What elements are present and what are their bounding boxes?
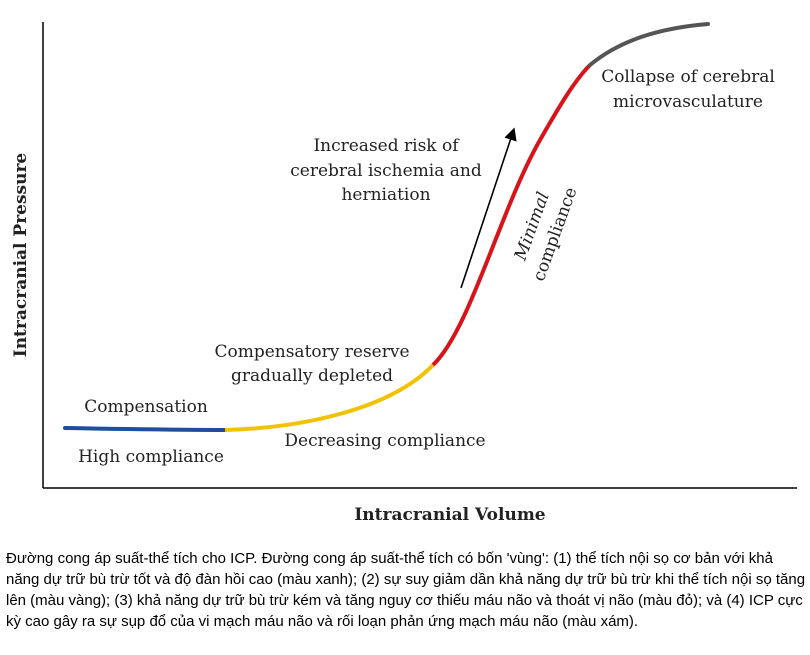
label-collapse-line1: Collapse of cerebral <box>601 67 775 87</box>
curve-minimal-compliance-segment <box>431 63 592 367</box>
label-collapse-line2: microvasculature <box>613 92 763 112</box>
increasing-risk-arrow <box>460 127 517 289</box>
curve-compensation-segment <box>63 426 227 432</box>
figure-caption: Đường cong áp suất-thể tích cho ICP. Đườ… <box>6 550 806 630</box>
label-risk-line3: herniation <box>341 185 430 205</box>
label-reserve-line2: gradually depleted <box>231 366 393 386</box>
y-axis-label: Intracranial Pressure <box>11 153 31 358</box>
label-reserve-line1: Compensatory reserve <box>214 342 409 362</box>
label-decreasing-compliance: Decreasing compliance <box>284 431 485 451</box>
curve-collapse-segment <box>588 22 710 67</box>
label-risk-line1: Increased risk of <box>313 136 460 156</box>
label-risk-line2: cerebral ischemia and <box>290 161 482 181</box>
label-high-compliance: High compliance <box>78 447 224 467</box>
x-axis-label: Intracranial Volume <box>354 505 545 525</box>
curve-reserve-segment <box>224 363 435 432</box>
label-compensation: Compensation <box>84 397 208 417</box>
pressure-volume-diagram: Intracranial Pressure Intracranial Volum… <box>11 22 797 525</box>
